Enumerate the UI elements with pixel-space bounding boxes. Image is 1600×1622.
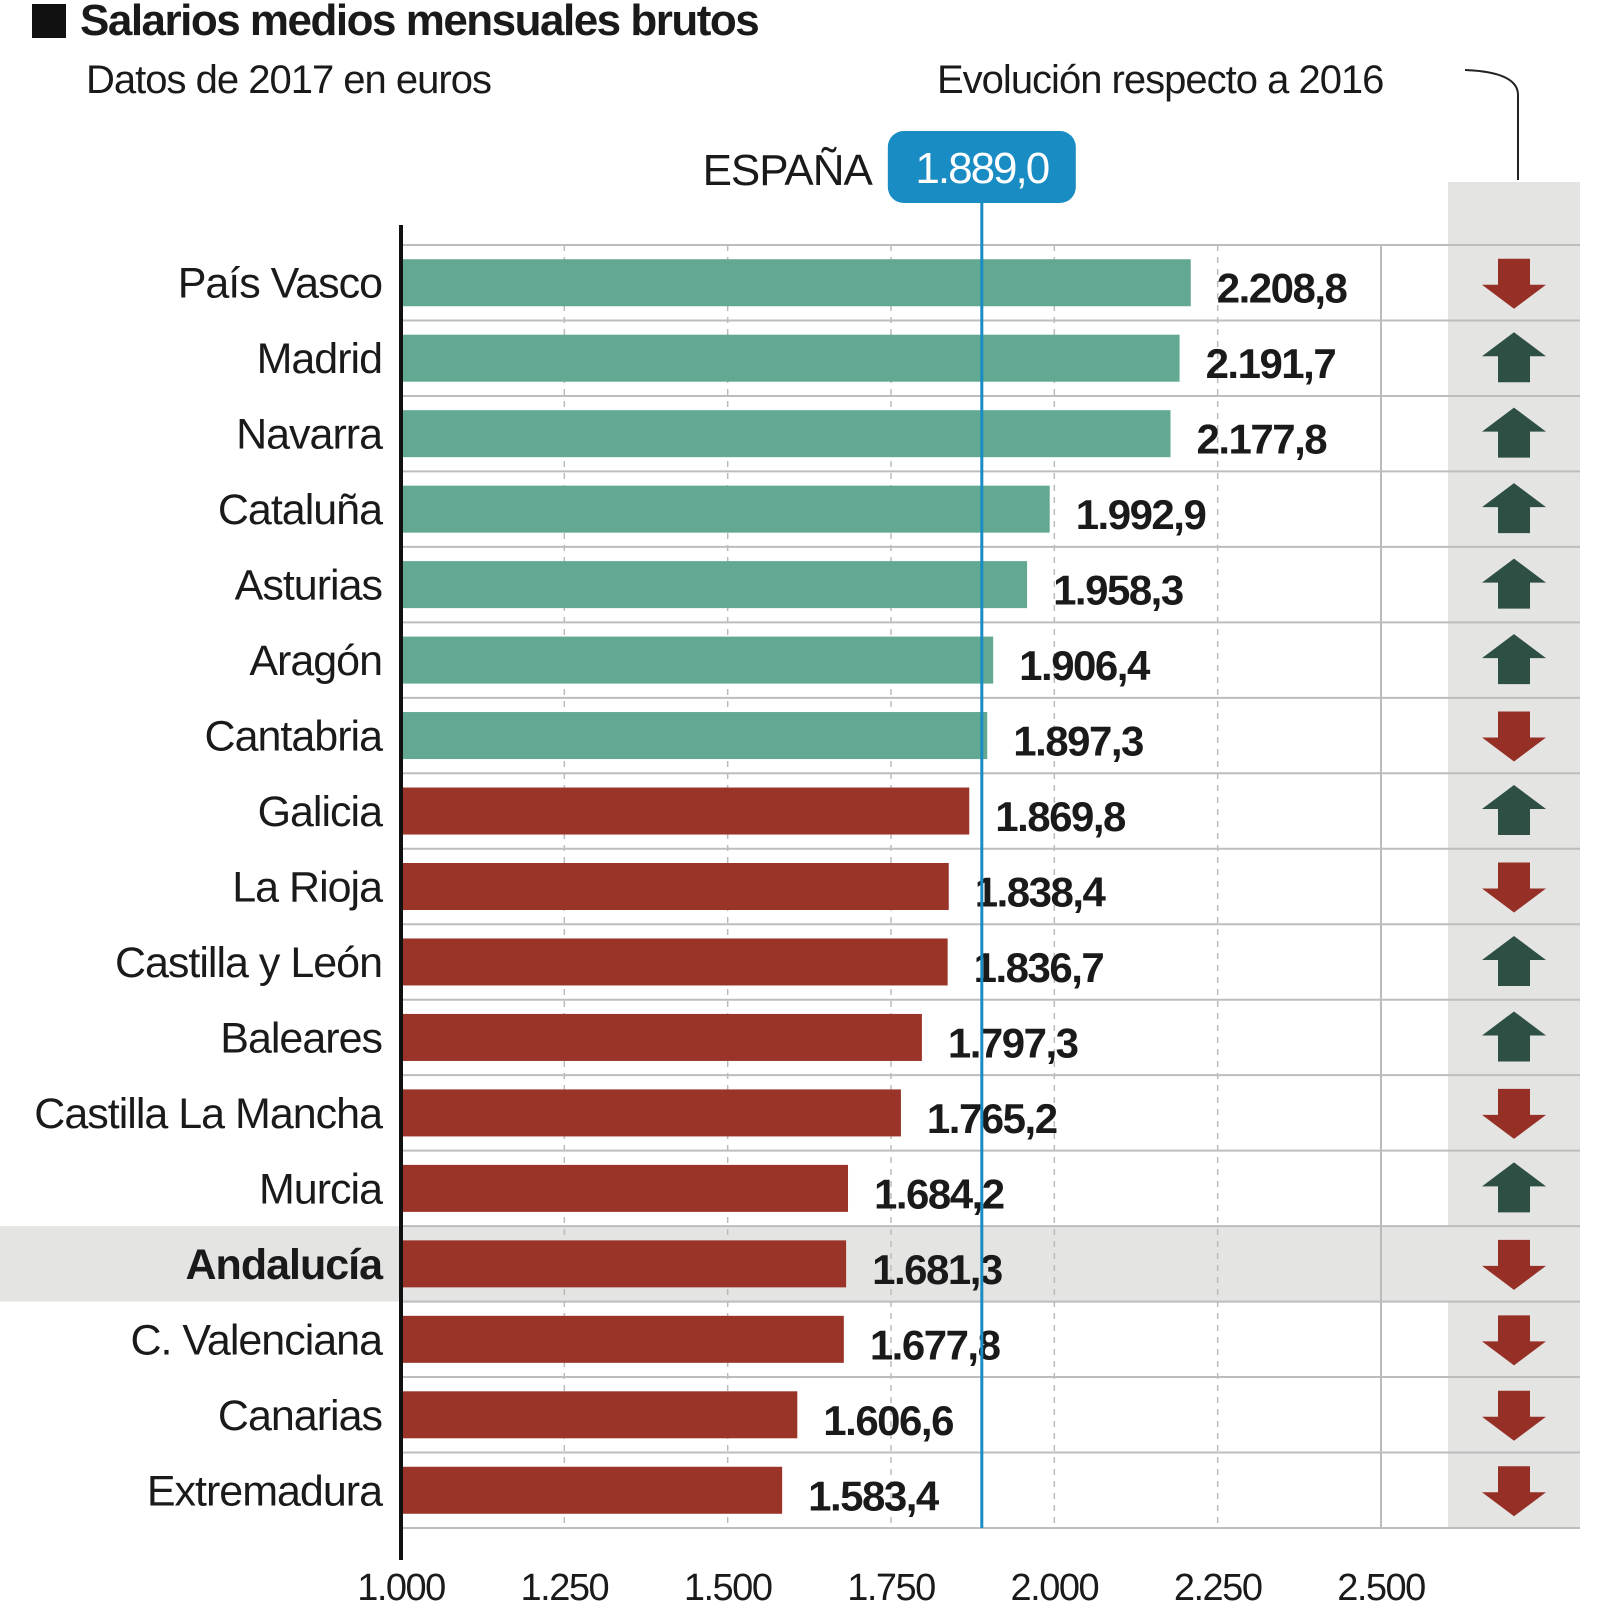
category-label: Castilla La Mancha (34, 1090, 383, 1138)
arrow-up-icon (1482, 407, 1546, 458)
bar (401, 787, 970, 835)
value-label: 1.906,4 (1019, 642, 1151, 689)
reference-badge (887, 131, 1076, 203)
arrow-up-icon (1482, 785, 1546, 836)
x-tick-label: 2.250 (1174, 1567, 1262, 1609)
chart-subtitle: Datos de 2017 en euros (86, 58, 492, 102)
bar (401, 1315, 844, 1363)
title-square-icon (32, 4, 66, 38)
arrow-up-icon (1482, 1162, 1546, 1213)
category-label: C. Valenciana (130, 1316, 383, 1364)
bar (401, 938, 948, 986)
category-label: Asturias (235, 562, 382, 610)
arrow-up-icon (1482, 634, 1546, 685)
category-label: País Vasco (178, 260, 382, 308)
category-label: Cantabria (205, 713, 384, 761)
bar (401, 636, 994, 684)
bar (401, 259, 1191, 307)
bar (401, 1240, 847, 1288)
arrow-down-icon (1482, 1466, 1546, 1517)
arrow-down-icon (1482, 862, 1546, 913)
category-label: Canarias (218, 1392, 382, 1440)
arrow-up-icon (1482, 1011, 1546, 1062)
value-label: 1.765,2 (927, 1095, 1057, 1142)
value-label: 1.838,4 (975, 869, 1107, 916)
value-label: 1.869,8 (995, 793, 1126, 840)
value-label: 1.583,4 (808, 1472, 940, 1519)
bar (401, 334, 1180, 382)
category-label: Galicia (258, 788, 384, 836)
value-label: 1.797,3 (948, 1019, 1078, 1066)
x-tick-label: 1.500 (684, 1567, 772, 1609)
category-label: Castilla y León (115, 939, 382, 987)
bar (401, 1089, 901, 1137)
bar (401, 712, 988, 760)
category-label: Madrid (257, 335, 382, 383)
title-text: Salarios medios mensuales brutos (80, 0, 760, 45)
arrow-down-icon (1482, 1390, 1546, 1441)
x-tick-label: 1.750 (847, 1567, 935, 1609)
arrow-down-icon (1482, 1239, 1546, 1290)
bar (401, 1013, 922, 1061)
value-label: 1.897,3 (1013, 718, 1143, 765)
reference-label: ESPAÑA (703, 145, 874, 195)
category-label: Extremadura (147, 1467, 383, 1515)
bar (401, 410, 1171, 458)
bar (401, 485, 1050, 533)
value-label: 1.836,7 (974, 944, 1104, 991)
chart-title: Salarios medios mensuales brutos (32, 0, 760, 46)
bar (401, 1466, 783, 1514)
trend-header: Evolución respecto a 2016 (937, 58, 1384, 102)
value-label: 2.208,8 (1217, 265, 1348, 312)
trend-header-connector (1464, 69, 1519, 180)
arrow-down-icon (1482, 258, 1546, 309)
value-label: 1.684,2 (874, 1170, 1004, 1217)
category-label: La Rioja (232, 864, 383, 912)
arrow-up-icon (1482, 332, 1546, 383)
bar (401, 863, 949, 910)
arrow-up-icon (1482, 558, 1546, 609)
arrow-up-icon (1482, 935, 1546, 986)
category-label: Navarra (236, 411, 383, 459)
category-label: Andalucía (186, 1241, 385, 1289)
bar (401, 1391, 798, 1439)
arrow-down-icon (1482, 1088, 1546, 1139)
x-tick-label: 1.000 (357, 1567, 445, 1609)
x-tick-label: 2.000 (1011, 1567, 1099, 1609)
category-label: Murcia (259, 1165, 383, 1213)
arrow-down-icon (1482, 711, 1546, 762)
value-label: 1.606,6 (823, 1397, 953, 1444)
x-tick-label: 1.250 (521, 1567, 609, 1609)
trend-panel (1448, 182, 1580, 1528)
value-label: 1.992,9 (1076, 491, 1206, 538)
category-label: Cataluña (218, 486, 383, 534)
value-label: 1.677,8 (870, 1321, 1001, 1368)
bar (401, 561, 1028, 609)
value-label: 1.958,3 (1053, 567, 1183, 614)
reference-value: 1.889,0 (915, 144, 1048, 193)
arrow-down-icon (1482, 1315, 1546, 1366)
value-label: 2.177,8 (1196, 416, 1327, 463)
bar (401, 1164, 849, 1212)
value-label: 2.191,7 (1206, 340, 1336, 387)
x-tick-label: 2.500 (1337, 1567, 1425, 1609)
arrow-up-icon (1482, 483, 1546, 534)
category-label: Aragón (249, 637, 382, 685)
category-label: Baleares (220, 1014, 382, 1062)
